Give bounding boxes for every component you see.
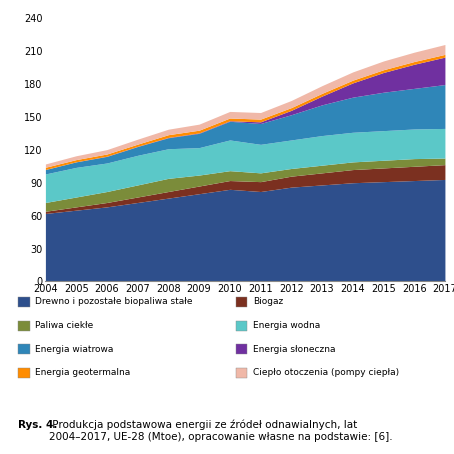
Text: Energia wiatrowa: Energia wiatrowa [35,345,113,354]
Text: Rys. 4.: Rys. 4. [18,420,58,430]
Text: Energia geotermalna: Energia geotermalna [35,368,130,377]
Text: Drewno i pozostałe biopaliwa stałe: Drewno i pozostałe biopaliwa stałe [35,297,192,306]
Text: Ciepło otoczenia (pompy ciepła): Ciepło otoczenia (pompy ciepła) [253,368,399,377]
Text: Produkcja podstawowa energii ze źródeł odnawialnych, lat
2004–2017, UE-28 (Mtoe): Produkcja podstawowa energii ze źródeł o… [49,420,393,442]
Text: Paliwa ciekłe: Paliwa ciekłe [35,321,93,330]
Text: Biogaz: Biogaz [253,297,283,306]
Text: Energia słoneczna: Energia słoneczna [253,345,336,354]
Text: Energia wodna: Energia wodna [253,321,320,330]
